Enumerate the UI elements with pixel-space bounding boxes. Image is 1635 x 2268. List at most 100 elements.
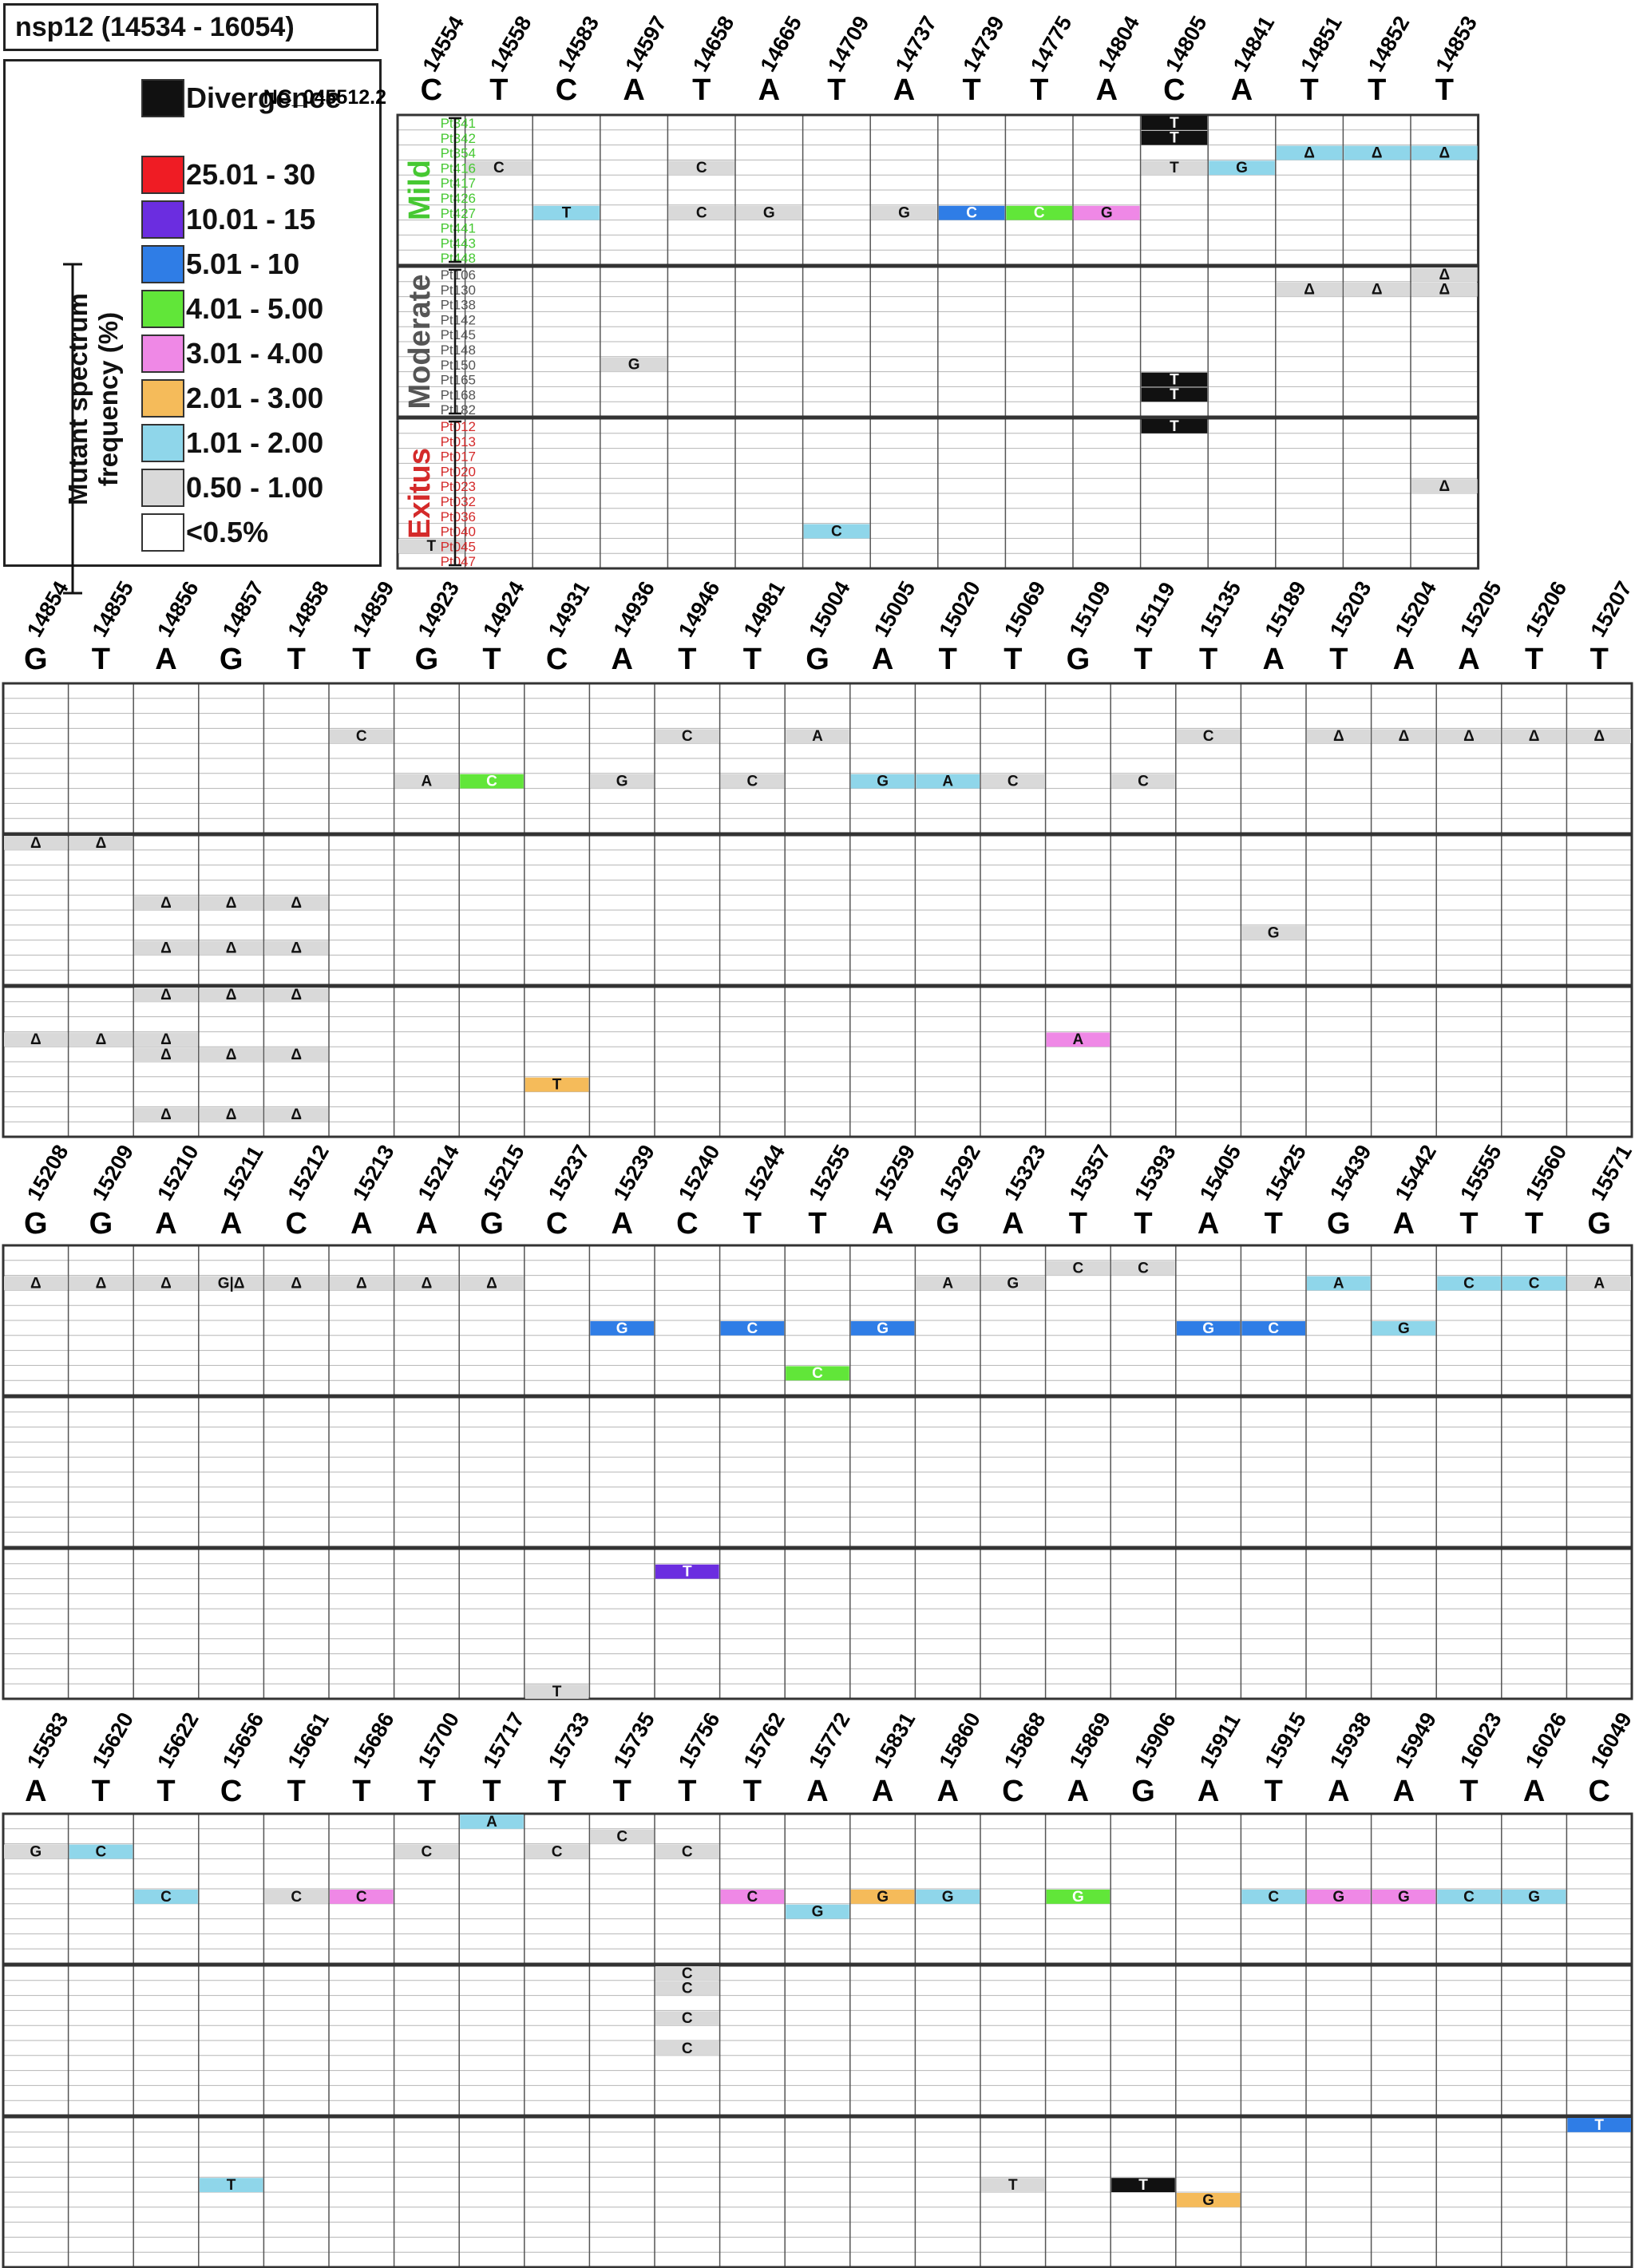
variant-base: G [812, 1904, 824, 1921]
reference-base: G [806, 643, 829, 676]
position-label: 15620 [88, 1708, 139, 1772]
variant-base: T [552, 1077, 562, 1094]
variant-base: G [877, 1889, 889, 1906]
variant-cell [69, 1032, 133, 1047]
variant-base: T [426, 538, 436, 555]
reference-base: C [676, 1207, 698, 1241]
position-label: 15868 [1000, 1708, 1051, 1772]
patient-label: Pt168 [441, 387, 476, 402]
variant-base: T [1170, 386, 1179, 403]
reference-base: T [1004, 643, 1022, 676]
position-label: 15255 [804, 1141, 855, 1205]
variant-cell [655, 1564, 719, 1579]
variant-cell [1567, 2118, 1631, 2132]
position-label: 14855 [88, 577, 139, 641]
variant-cell [590, 1829, 654, 1844]
variant-cell [916, 1890, 980, 1904]
patient-label: Pt145 [441, 327, 476, 342]
group-label: Moderate [403, 275, 437, 410]
variant-base: C [812, 1365, 823, 1382]
reference-base: T [1199, 643, 1217, 676]
variant-cell [134, 1047, 198, 1062]
variant-cell [4, 836, 68, 850]
variant-cell [981, 774, 1045, 789]
variant-base: C [696, 160, 707, 176]
reference-base: C [285, 1207, 307, 1241]
group-frame [2, 985, 1633, 1138]
variant-cell [916, 1276, 980, 1291]
variant-base: C [696, 205, 707, 222]
variant-base: Δ [1439, 144, 1450, 161]
variant-base: G [1007, 1275, 1019, 1292]
variant-cell [1372, 1890, 1436, 1904]
variant-base: C [356, 728, 367, 745]
patient-label: Pt040 [441, 524, 476, 540]
position-label: 14709 [823, 12, 874, 76]
legend-range-label: 25.01 - 30 [186, 158, 316, 191]
position-label: 15393 [1130, 1141, 1181, 1205]
variant-cell [134, 940, 198, 956]
reference-base: C [546, 1207, 568, 1241]
variant-base: Δ [291, 1275, 302, 1292]
patient-label: Pt342 [441, 131, 476, 146]
reference-base: G [1327, 1207, 1351, 1241]
position-label: 15292 [934, 1141, 985, 1205]
reference-base: T [482, 1775, 501, 1808]
variant-cell [1344, 282, 1410, 297]
variant-cell [668, 205, 734, 220]
reference-base: T [1069, 1207, 1087, 1241]
reference-base: A [1523, 1775, 1545, 1808]
variant-cell [1411, 282, 1478, 297]
variant-base: Δ [96, 835, 107, 852]
variant-base: G [1398, 1889, 1410, 1906]
variant-cell [199, 940, 263, 956]
variant-base: C [1203, 728, 1214, 745]
variant-cell [264, 988, 328, 1002]
patient-label: Pt106 [441, 267, 476, 283]
variant-base: Δ [291, 1047, 302, 1063]
variant-base: Δ [160, 1106, 172, 1123]
position-label: 15717 [478, 1708, 529, 1772]
group-frame [2, 1244, 1633, 1397]
reference-base: T [92, 1775, 110, 1808]
position-label: 15189 [1260, 577, 1311, 641]
variant-cell [1111, 2178, 1175, 2192]
position-label: 15831 [869, 1708, 920, 1772]
reference-base: T [287, 1775, 306, 1808]
position-label: 15762 [739, 1708, 790, 1772]
position-label: 15911 [1195, 1709, 1245, 1772]
variant-cell [600, 357, 667, 372]
variant-cell [264, 1276, 328, 1291]
variant-cell [655, 1981, 719, 1996]
variant-base: G [1072, 1889, 1084, 1906]
variant-base: C [747, 1320, 758, 1337]
reference-base: A [611, 1207, 632, 1241]
variant-cell [1307, 1890, 1371, 1904]
variant-cell [981, 1276, 1045, 1291]
position-label: 15237 [544, 1141, 595, 1205]
variant-cell [134, 988, 198, 1002]
reference-base: A [872, 1775, 893, 1808]
reference-base: C [556, 73, 577, 107]
variant-base: G [898, 205, 910, 222]
reference-base: T [1459, 1775, 1478, 1808]
variant-base: T [562, 205, 572, 222]
variant-cell [1141, 387, 1208, 402]
variant-base: G [1528, 1889, 1540, 1906]
variant-cell [1567, 1276, 1631, 1291]
variant-base: C [1529, 1275, 1540, 1292]
reference-base: T [1300, 73, 1318, 107]
legend-swatch [141, 156, 184, 194]
position-label: 16049 [1586, 1708, 1635, 1772]
reference-base: A [872, 643, 893, 676]
variant-cell [1176, 1321, 1241, 1336]
variant-cell [1141, 116, 1208, 130]
variant-cell [264, 1890, 328, 1904]
position-label: 15560 [1521, 1141, 1572, 1205]
variant-cell [655, 2041, 719, 2056]
variant-base: A [942, 1275, 953, 1292]
position-label: 16023 [1455, 1708, 1506, 1772]
variant-cell [655, 729, 719, 744]
position-label: 15211 [218, 1142, 268, 1205]
figure-title: nsp12 (14534 - 16054) [3, 3, 378, 51]
